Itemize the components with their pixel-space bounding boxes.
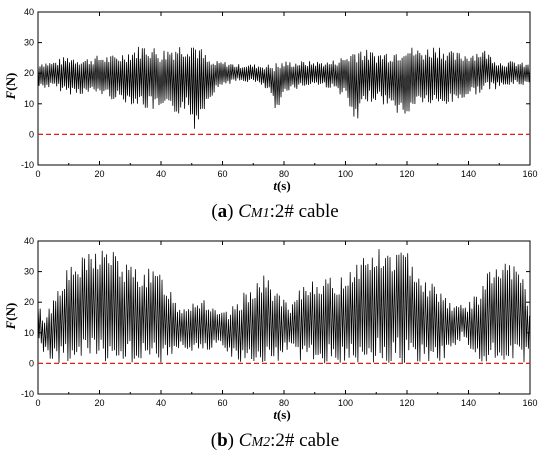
x-tick-label-b: 120 [399,398,414,408]
y-tick-label-a: 40 [24,7,34,17]
x-tick-label-b: 0 [35,398,40,408]
x-tick-label-a: 120 [399,169,414,179]
y-tick-label-b: 40 [24,236,34,246]
y-tick-label-b: 10 [24,328,34,338]
y-tick-label-a: 30 [24,38,34,48]
y-tick-label-b: 20 [24,297,34,307]
y-axis-title-b: F(N) [3,303,18,331]
y-tick-label-b: 30 [24,267,34,277]
y-axis-title-a: F(N) [3,73,18,101]
x-tick-label-b: 20 [94,398,104,408]
x-tick-label-a: 0 [35,169,40,179]
x-tick-label-a: 20 [94,169,104,179]
y-tick-label-b: 0 [29,358,34,368]
y-tick-label-a: 20 [24,68,34,78]
y-tick-label-a: 10 [24,99,34,109]
x-tick-label-a: 60 [217,169,227,179]
x-tick-label-a: 140 [461,169,476,179]
force-series-a [37,46,531,129]
caption-a: (a) CM1:2# cable [211,201,338,222]
y-tick-label-b: -10 [21,389,34,399]
x-tick-label-a: 160 [522,169,537,179]
y-tick-label-a: 0 [29,129,34,139]
x-tick-label-a: 40 [156,169,166,179]
x-tick-label-a: 80 [279,169,289,179]
x-axis-title-a: t(s) [273,178,290,193]
x-tick-label-b: 40 [156,398,166,408]
x-tick-label-a: 100 [338,169,353,179]
x-tick-label-b: 140 [461,398,476,408]
y-tick-label-a: -10 [21,160,34,170]
force-series-b [37,249,530,364]
x-tick-label-b: 80 [279,398,289,408]
x-tick-label-b: 160 [522,398,537,408]
x-tick-label-b: 60 [217,398,227,408]
x-axis-title-b: t(s) [273,407,290,422]
caption-b: (b) CM2:2# cable [211,430,339,451]
x-tick-label-b: 100 [338,398,353,408]
